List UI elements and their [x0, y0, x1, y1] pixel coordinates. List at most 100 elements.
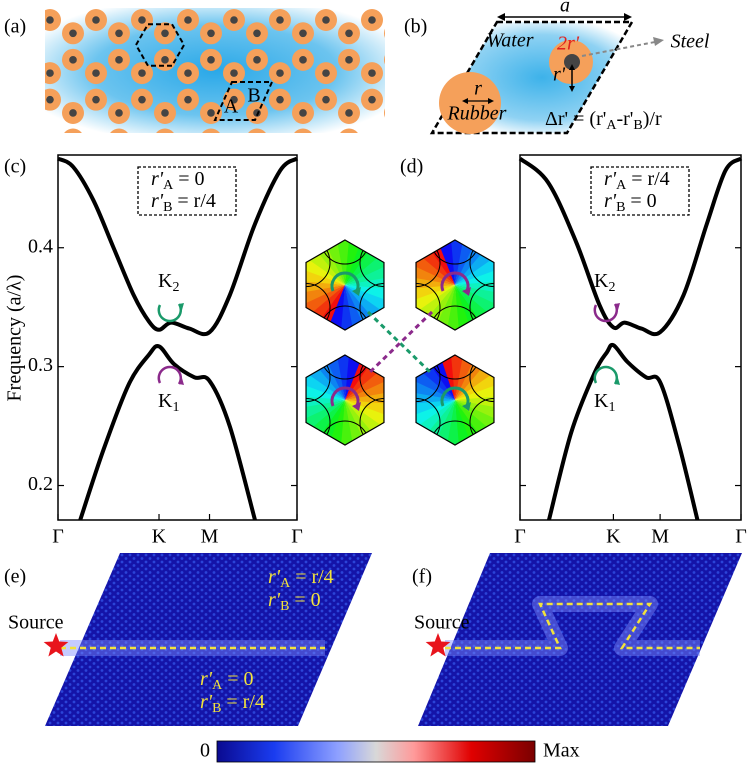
mode-profile	[306, 355, 384, 445]
arrow-head	[653, 37, 664, 46]
phase-wedge	[306, 392, 345, 413]
rubber-site	[85, 142, 107, 164]
phase-wedge	[306, 355, 345, 400]
phase-wedge	[455, 376, 494, 400]
steel-core	[253, 136, 261, 144]
phase-wedge	[345, 272, 384, 293]
cylinder-outline	[320, 305, 370, 330]
field-annotation-part: = r/4	[290, 566, 334, 588]
steel-core	[138, 229, 146, 237]
field-annotation: r'B = 0	[268, 589, 321, 615]
cylinder-outline	[416, 355, 441, 402]
steel-core	[391, 189, 399, 197]
field-annotation-part: = 0	[289, 589, 320, 611]
mode-label: K2	[594, 270, 615, 296]
plot-frame	[57, 154, 298, 521]
cylinder-outline	[359, 355, 384, 402]
rubber-site	[62, 182, 84, 204]
steel-core	[69, 29, 77, 38]
steel-core	[46, 69, 54, 77]
phase-wedge	[442, 285, 463, 330]
steel-pointer	[581, 41, 656, 57]
phase-wedge	[345, 240, 384, 285]
steel-core	[414, 229, 422, 237]
steel-core	[161, 56, 169, 64]
rubber-site	[292, 208, 314, 230]
rubber-site	[407, 0, 429, 4]
steel-core	[345, 109, 353, 117]
arrow-head	[615, 303, 620, 310]
phase-wedge	[416, 272, 455, 293]
rotation-arrow	[440, 271, 470, 292]
steel-core	[322, 69, 330, 77]
rubber-site	[499, 0, 521, 4]
steel-core	[414, 69, 422, 77]
x-tick-label: Γ	[514, 526, 526, 548]
field-annotation-part: = 0	[222, 668, 253, 690]
phase-wedge	[416, 400, 455, 424]
source-label: Source	[8, 612, 64, 634]
rubber-site	[177, 142, 199, 164]
colorbar-min: 0	[200, 740, 210, 762]
panel-label: (a)	[4, 16, 26, 38]
rubber-cylinder	[439, 72, 501, 134]
band-line	[57, 156, 299, 337]
rubber-site	[407, 221, 429, 243]
steel-core	[23, 109, 31, 117]
legend-text-part: r'	[151, 168, 164, 190]
phase-wedge	[345, 355, 371, 400]
phase-wedge	[425, 285, 455, 330]
arrow-head	[615, 378, 620, 385]
phase-wedge	[319, 285, 345, 330]
steel-core	[368, 16, 376, 24]
formula: Δr' = (r'A-r'B)/r	[545, 108, 662, 134]
mode-label-part: 2	[172, 280, 179, 295]
colorbar-max: Max	[543, 740, 580, 762]
phase-wedge	[345, 285, 375, 330]
steel-core	[322, 176, 330, 184]
rubber-site	[361, 168, 383, 190]
phase-wedge	[455, 243, 494, 285]
pairing-line	[366, 310, 434, 376]
steel-core	[299, 215, 307, 223]
steel-core	[299, 136, 307, 144]
offset-label: r'	[553, 64, 566, 86]
mode-rotation-arrow	[157, 365, 182, 385]
rubber-site	[384, 28, 385, 38]
phase-wedge	[337, 400, 358, 445]
steel-core	[345, 215, 353, 223]
hex-outline	[415, 354, 495, 446]
steel-core	[276, 229, 284, 237]
steel-core	[460, 229, 468, 237]
steel-core	[0, 229, 8, 237]
steel-core	[138, 69, 146, 77]
steel-core	[483, 136, 491, 144]
rubber-label: Rubber	[447, 103, 507, 125]
cylinder-outline	[306, 355, 331, 402]
cylinder-outline	[306, 283, 331, 330]
steel-core	[115, 189, 123, 197]
steel-core	[0, 96, 8, 104]
rubber-site	[453, 0, 475, 4]
site-label: A	[224, 96, 239, 118]
steel-core	[184, 16, 192, 24]
rubber-site	[361, 221, 383, 243]
rubber-site	[407, 62, 429, 84]
hex-outline	[305, 239, 385, 331]
panel-label: (d)	[400, 156, 423, 178]
field-annotation-part: r'	[200, 691, 213, 713]
phase-wedge	[306, 358, 345, 400]
field-annotation-part: = r/4	[221, 691, 265, 713]
phase-wedge	[306, 400, 345, 430]
rubber-site	[315, 0, 337, 4]
lattice-constant: a	[560, 0, 570, 17]
rubber-site	[430, 208, 452, 230]
site-label: B	[247, 85, 260, 107]
mode-profile	[306, 240, 384, 330]
rubber-site	[453, 168, 475, 190]
steel-core	[69, 136, 77, 144]
source-star	[43, 633, 69, 657]
mode-label-part: K	[158, 390, 173, 412]
